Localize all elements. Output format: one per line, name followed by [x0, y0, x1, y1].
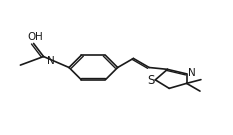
Text: N: N — [47, 56, 54, 66]
Text: N: N — [188, 68, 195, 78]
Text: H: H — [35, 32, 43, 42]
Text: O: O — [27, 32, 35, 42]
Text: S: S — [147, 74, 154, 87]
